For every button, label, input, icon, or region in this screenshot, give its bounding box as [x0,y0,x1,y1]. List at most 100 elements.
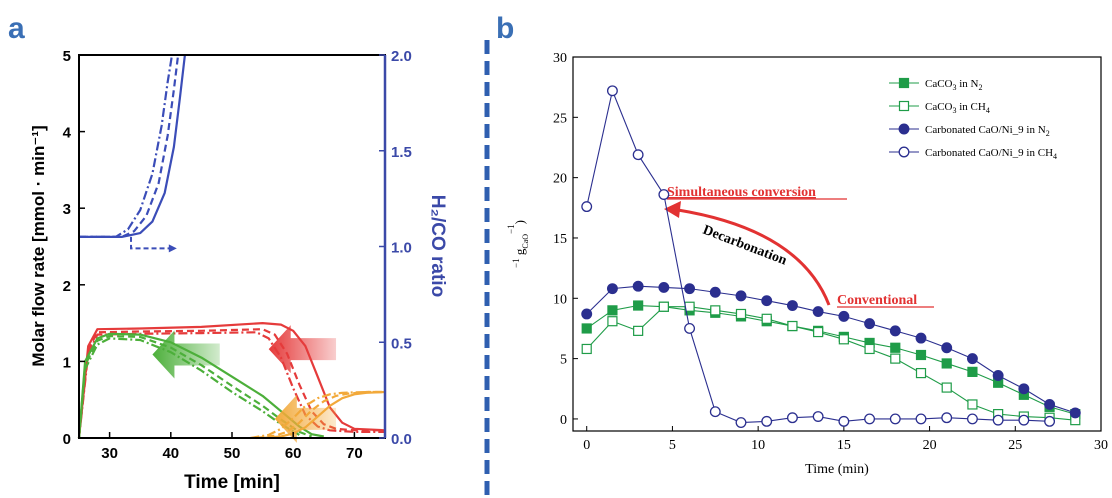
x-tick-label: 40 [162,445,179,462]
data-point [941,382,952,393]
data-point [710,305,721,316]
legend-label: Carbonated CaO/Ni_9 in N2 [925,124,1050,138]
x-tick-label: 0 [583,438,590,453]
data-point [607,316,618,327]
data-point [915,367,927,379]
data-point [761,415,773,427]
y-tick-label: 10 [553,292,567,307]
data-point [787,320,798,332]
data-point [915,332,927,344]
data-point [813,326,824,338]
data-point [633,300,644,311]
y-tick-label: 5 [63,48,71,65]
data-point [606,283,618,295]
chart-a-series-blue_a-dashdot [79,54,174,238]
chart-a: 30 40 50 60 70 0 1 2 3 4 5 0.0 0.5 1.0 1.5 2.0 Time [mi… [29,48,448,493]
y-tick-label: 2 [63,278,71,295]
data-point [838,310,850,322]
arrow-head-icon [168,244,177,253]
data-point [941,342,953,354]
legend-marker [898,77,910,89]
data-point [735,290,747,302]
data-point [992,370,1004,381]
y2-tick-label: 2.0 [391,48,412,65]
x-tick-label: 20 [923,438,937,453]
chart-b-series [581,85,1081,429]
chart-b-legend: CaCO3 in N2 CaCO3 in CH4 Carbonated CaO/Ni… [889,77,1057,161]
data-point [838,415,850,427]
y2-tick-label: 1.5 [391,144,412,161]
panel-label-a: a [8,12,25,45]
y-tick-label: 20 [553,172,567,187]
chart-a-series-red-dash [77,328,385,439]
annotation-conventional: Conventional [837,293,917,308]
chart-a-series-blue_a-dash [79,54,180,238]
x-tick-label: 5 [669,438,676,453]
data-point [581,323,592,334]
chart-a-y2-axis-label: H₂/CO ratio [427,195,448,297]
data-point [633,325,644,336]
x-tick-label: 25 [1008,438,1022,453]
step-arrow-line [130,236,171,250]
data-point [1018,414,1030,426]
block-arrow-icon [152,330,220,379]
chart-b-frame [572,56,1102,432]
data-point [967,366,978,377]
data-point [761,295,773,307]
data-point [864,343,875,355]
legend-label: Carbonated CaO/Ni_9 in CH4 [925,147,1057,161]
data-point [632,149,644,161]
data-point [941,358,952,369]
annotation-decarbonation: Decarbonation [701,223,789,269]
data-point [581,201,593,213]
legend-marker [898,146,910,158]
data-point [709,406,721,418]
legend-label: CaCO3 in CH4 [925,101,990,115]
chart-b-y-axis-label: Decarbonation rate (ml min−1 gCaO−1) [506,220,530,268]
data-point [864,318,876,330]
data-point [889,325,901,337]
annotation-simultaneous: Simultaneous conversion [667,185,816,200]
data-point [941,412,953,424]
chart-b: 0 5 10 15 20 25 30 0 5 10 15 20 25 30 Simultaneous co… [506,51,1108,477]
chart-b-axes: 0 5 10 15 20 25 30 0 5 10 15 20 25 30 [553,51,1108,453]
chart-a-annotations [130,236,337,443]
data-point [864,413,876,425]
x-tick-label: 70 [346,445,363,462]
data-point [889,413,901,425]
data-point [684,283,696,295]
decarbonation-arrow [677,208,831,306]
data-point [915,349,927,361]
block-arrow-icon [268,325,337,374]
y-tick-label: 15 [553,232,567,247]
y-tick-label: 0 [63,431,71,448]
y-tick-label: 5 [560,353,567,368]
data-point [658,301,669,312]
data-point [966,413,978,425]
y-tick-label: 4 [63,125,72,142]
block-arrow-icon [274,394,337,443]
data-point [684,323,696,334]
y2-tick-label: 1.0 [391,240,412,257]
data-point [890,342,901,353]
data-point [581,308,593,320]
x-tick-label: 15 [837,438,851,453]
y-tick-label: 25 [553,111,567,126]
y-tick-label: 30 [553,51,567,66]
chart-b-series-line [586,304,1076,415]
chart-a-x-axis-label: Time [min] [184,472,280,493]
chart-b-series-line [586,306,1076,421]
y-tick-label: 1 [63,354,71,371]
y2-tick-label: 0.0 [391,431,412,448]
panel-label-b: b [496,12,514,45]
chart-a-axes: 30 40 50 60 70 0 1 2 3 4 5 0.0 0.5 1.0 1.5 2.0 [63,48,412,462]
data-point [786,300,798,311]
data-point [581,343,592,355]
data-point [1044,415,1056,427]
data-point [735,308,747,320]
svg-text:Decarbonation rate (ml min−1 g: Decarbonation rate (ml min−1 gCaO−1) [506,220,530,268]
data-point [658,281,670,293]
chart-a-frame [78,54,386,439]
data-point [812,306,824,318]
